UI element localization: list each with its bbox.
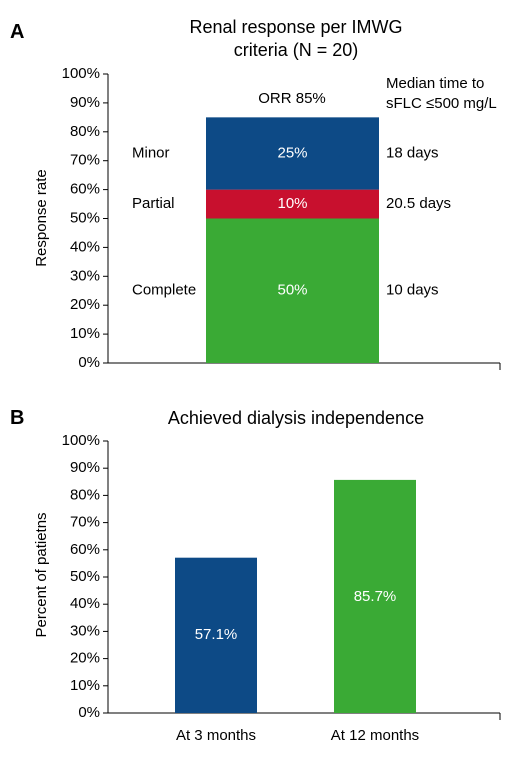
panel-a-y-tick-label: 70% <box>70 152 100 169</box>
panel-b-bar-2 <box>334 479 416 713</box>
panel-a-y-tick-label: 50% <box>70 209 100 226</box>
panel-a-y-tick-label: 20% <box>70 296 100 313</box>
panel-a-y-ticks: 0% 10% 20% 30% 40% 50% 60% 70% 80% 90% 100% <box>62 65 501 371</box>
panel-a-y-tick-label: 90% <box>70 94 100 111</box>
panel-a-y-tick-label: 60% <box>70 181 100 198</box>
panel-b-y-tick-label: 60% <box>70 541 100 558</box>
panel-b-bars: 57.1% At 3 months 85.7% At 12 months <box>175 479 419 744</box>
panel-a-y-tick-label: 80% <box>70 123 100 140</box>
panel-b-y-tick-label: 100% <box>62 432 100 449</box>
panel-a-time-header-line-2: sFLC ≤500 mg/L <box>386 95 497 112</box>
panel-b: B Achieved dialysis independence Percent… <box>10 407 501 744</box>
panel-a-bars: 50% Complete 10 days 10% Partial 20.5 days 25%… <box>132 117 451 363</box>
panel-a-title-line-2: criteria (N = 20) <box>234 40 359 60</box>
panel-a-segment-name-label: Minor <box>132 144 170 161</box>
panel-a-orr-annotation: ORR 85% <box>258 90 326 107</box>
panel-a-segment-value-label: 50% <box>277 282 307 299</box>
panel-a-title-line-1: Renal response per IMWG <box>189 17 402 37</box>
panel-b-bar-1 <box>175 557 257 713</box>
panel-a: A Renal response per IMWG criteria (N = … <box>10 17 501 371</box>
panel-b-y-tick-label: 70% <box>70 514 100 531</box>
panel-a-y-tick-label: 30% <box>70 267 100 284</box>
panel-b-category-label: At 12 months <box>331 727 419 744</box>
panel-a-segment-value-label: 10% <box>277 195 307 212</box>
panel-a-segment-name-label: Complete <box>132 282 196 299</box>
panel-a-segment-value-label: 25% <box>277 144 307 161</box>
panel-a-bar-segment-partial <box>206 189 379 219</box>
panel-b-y-tick-label: 30% <box>70 622 100 639</box>
panel-a-bar-segment-minor <box>206 117 379 190</box>
panel-b-bar-value-label: 85.7% <box>354 588 397 605</box>
panel-a-y-tick-label: 100% <box>62 65 100 82</box>
panel-b-title: Achieved dialysis independence <box>168 408 424 428</box>
panel-a-y-tick-label: 40% <box>70 238 100 255</box>
panel-b-y-ticks: 0% 10% 20% 30% 40% 50% 60% 70% 80% 90% 100% <box>62 432 501 721</box>
panel-a-segment-time-label: 10 days <box>386 282 439 299</box>
panel-b-letter: B <box>10 407 24 429</box>
panel-a-letter: A <box>10 21 24 43</box>
panel-a-time-header-line-1: Median time to <box>386 75 484 92</box>
panel-a-segment-time-label: 20.5 days <box>386 195 451 212</box>
panel-b-ylabel: Percent of patietns <box>33 512 50 637</box>
panel-a-segment-time-label: 18 days <box>386 144 439 161</box>
panel-b-bar-value-label: 57.1% <box>195 626 238 643</box>
panel-b-y-tick-label: 10% <box>70 677 100 694</box>
panel-b-y-tick-label: 0% <box>78 704 100 721</box>
panel-b-y-tick-label: 20% <box>70 650 100 667</box>
panel-b-y-tick-label: 50% <box>70 568 100 585</box>
panel-a-segment-name-label: Partial <box>132 195 175 212</box>
panel-b-y-tick-label: 90% <box>70 459 100 476</box>
panel-b-y-tick-label: 40% <box>70 595 100 612</box>
panel-a-y-tick-label: 0% <box>78 354 100 371</box>
panel-a-bar-segment-complete <box>206 218 379 363</box>
panel-b-y-tick-label: 80% <box>70 486 100 503</box>
panel-a-y-tick-label: 10% <box>70 325 100 342</box>
panel-a-ylabel: Response rate <box>33 169 50 267</box>
panel-b-category-label: At 3 months <box>176 727 256 744</box>
